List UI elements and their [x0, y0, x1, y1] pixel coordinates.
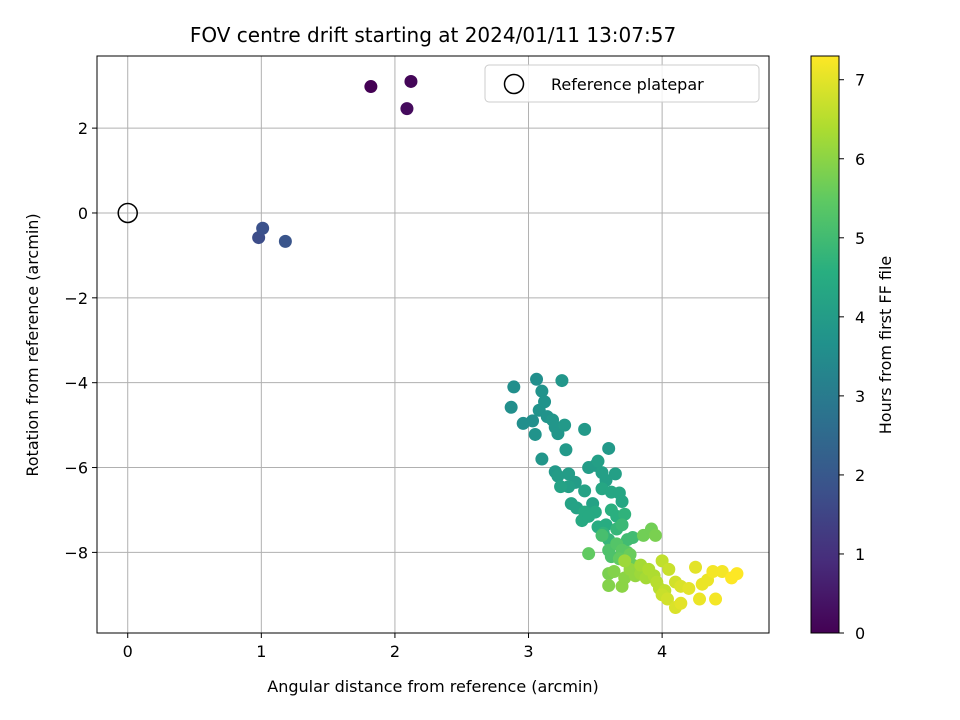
colorbar-tick-label: 6	[855, 150, 865, 169]
grid-lines	[97, 56, 769, 633]
y-tick-label: −8	[64, 543, 88, 562]
data-point	[715, 564, 729, 578]
data-point	[709, 592, 723, 606]
data-point	[504, 400, 518, 414]
reference-platepar-marker	[117, 202, 138, 224]
plot-frame	[96, 55, 770, 634]
data-point	[618, 507, 632, 521]
data-point	[530, 372, 544, 386]
data-point	[507, 380, 521, 394]
colorbar	[810, 55, 840, 634]
data-point	[607, 564, 621, 578]
y-tick-label: 0	[78, 204, 88, 223]
data-point	[626, 531, 640, 545]
data-point	[528, 427, 542, 441]
colorbar-tick-label: 5	[855, 229, 865, 248]
data-point	[400, 102, 414, 116]
data-point	[582, 509, 596, 523]
data-point	[555, 374, 569, 388]
data-point	[730, 567, 744, 581]
colorbar-tick-label: 7	[855, 71, 865, 90]
x-axis-ticks: 0 1 2 3 4	[123, 633, 667, 661]
data-point	[364, 80, 378, 94]
y-tick-label: −2	[64, 289, 88, 308]
data-point	[602, 441, 616, 455]
data-point	[526, 414, 540, 428]
colorbar-tick-label: 0	[855, 624, 865, 643]
data-point	[615, 494, 629, 508]
data-point	[660, 592, 674, 606]
x-tick-label: 2	[390, 642, 400, 661]
data-point	[558, 418, 572, 432]
y-tick-label: −6	[64, 459, 88, 478]
x-tick-label: 3	[523, 642, 533, 661]
x-tick-label: 4	[657, 642, 667, 661]
data-point	[618, 554, 632, 568]
data-point	[591, 454, 605, 468]
data-point	[608, 467, 622, 481]
colorbar-ticks: 0 1 2 3 4 5 6 7	[839, 71, 865, 643]
y-axis-label: Rotation from reference (arcmin)	[23, 213, 42, 476]
data-point	[551, 469, 565, 483]
x-tick-label: 1	[256, 642, 266, 661]
data-point	[689, 560, 703, 574]
data-points	[252, 74, 744, 615]
data-point	[554, 480, 568, 494]
data-point	[615, 518, 629, 532]
legend: Reference platepar	[484, 64, 760, 103]
data-point	[404, 74, 418, 88]
legend-marker-reference	[503, 73, 525, 95]
chart-title: FOV centre drift starting at 2024/01/11 …	[190, 23, 676, 47]
data-point	[538, 395, 552, 409]
y-tick-label: −4	[64, 374, 88, 393]
data-point	[648, 528, 662, 542]
data-point	[595, 528, 609, 542]
data-point	[256, 221, 270, 235]
colorbar-tick-label: 1	[855, 545, 865, 564]
x-tick-label: 0	[123, 642, 133, 661]
data-point	[693, 592, 707, 606]
legend-box	[484, 64, 760, 103]
data-point	[278, 234, 292, 248]
data-point	[535, 384, 549, 398]
y-axis-ticks: −8 −6 −4 −2 0 2	[64, 119, 97, 562]
colorbar-tick-label: 2	[855, 466, 865, 485]
data-point	[602, 578, 616, 592]
data-point	[706, 564, 720, 578]
colorbar-label: Hours from first FF file	[876, 256, 895, 435]
data-point	[535, 452, 549, 466]
data-point	[559, 443, 573, 457]
data-point	[578, 422, 592, 436]
data-point	[578, 484, 592, 498]
colorbar-tick-label: 3	[855, 387, 865, 406]
data-point	[662, 562, 676, 576]
data-point	[674, 596, 688, 610]
colorbar-tick-label: 4	[855, 308, 865, 327]
reference-marker-layer	[117, 202, 138, 224]
x-axis-label: Angular distance from reference (arcmin)	[267, 677, 598, 696]
y-tick-label: 2	[78, 119, 88, 138]
legend-entry-reference: Reference platepar	[551, 75, 704, 94]
data-point	[582, 547, 596, 561]
data-point	[682, 581, 696, 595]
